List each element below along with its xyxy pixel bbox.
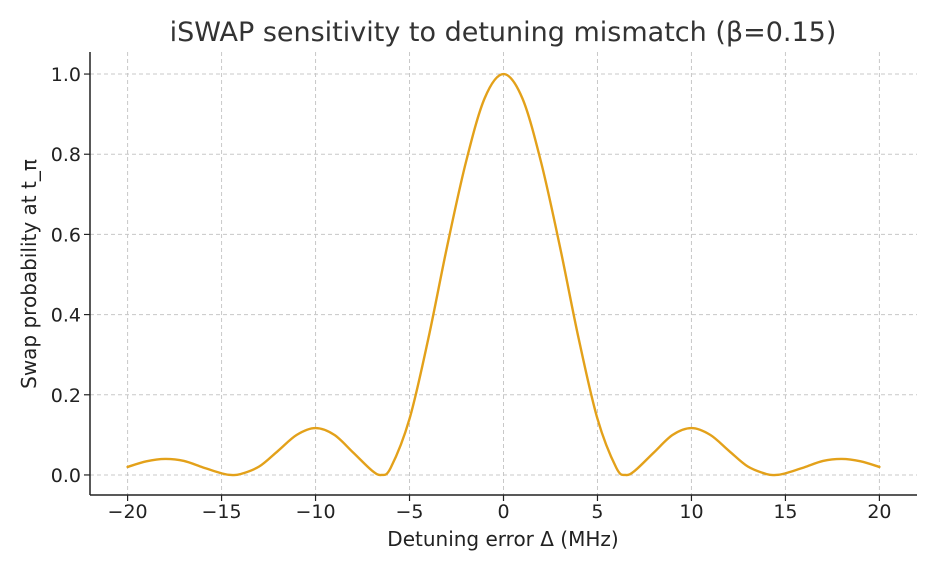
x-tick-label: 5 xyxy=(591,501,603,523)
x-axis-label: Detuning error Δ (MHz) xyxy=(387,527,618,551)
x-tick-label: −10 xyxy=(295,501,335,523)
y-tick-label: 0.4 xyxy=(51,305,81,327)
x-tick-label: 15 xyxy=(773,501,797,523)
y-tick-label: 0.6 xyxy=(51,224,81,246)
x-tick-label: −20 xyxy=(108,501,148,523)
x-tick-label: 20 xyxy=(867,501,891,523)
grid xyxy=(90,52,917,495)
y-tick-label: 0.2 xyxy=(51,385,81,407)
x-tick-label: 10 xyxy=(679,501,703,523)
x-tick-label: −15 xyxy=(202,501,242,523)
x-axis-ticks: −20 −15 −10 −5 0 5 10 15 20 xyxy=(108,495,892,523)
y-tick-label: 0.0 xyxy=(51,465,81,487)
plot-area xyxy=(126,72,881,477)
series-line xyxy=(126,72,881,477)
y-tick-label: 1.0 xyxy=(51,64,81,86)
chart-title: iSWAP sensitivity to detuning mismatch (… xyxy=(170,17,837,48)
x-tick-label: 0 xyxy=(497,501,509,523)
y-axis-ticks: 0.0 0.2 0.4 0.6 0.8 1.0 xyxy=(51,64,90,487)
y-tick-label: 0.8 xyxy=(51,144,81,166)
y-axis-label: Swap probability at t_π xyxy=(17,159,41,389)
x-tick-label: −5 xyxy=(396,501,424,523)
